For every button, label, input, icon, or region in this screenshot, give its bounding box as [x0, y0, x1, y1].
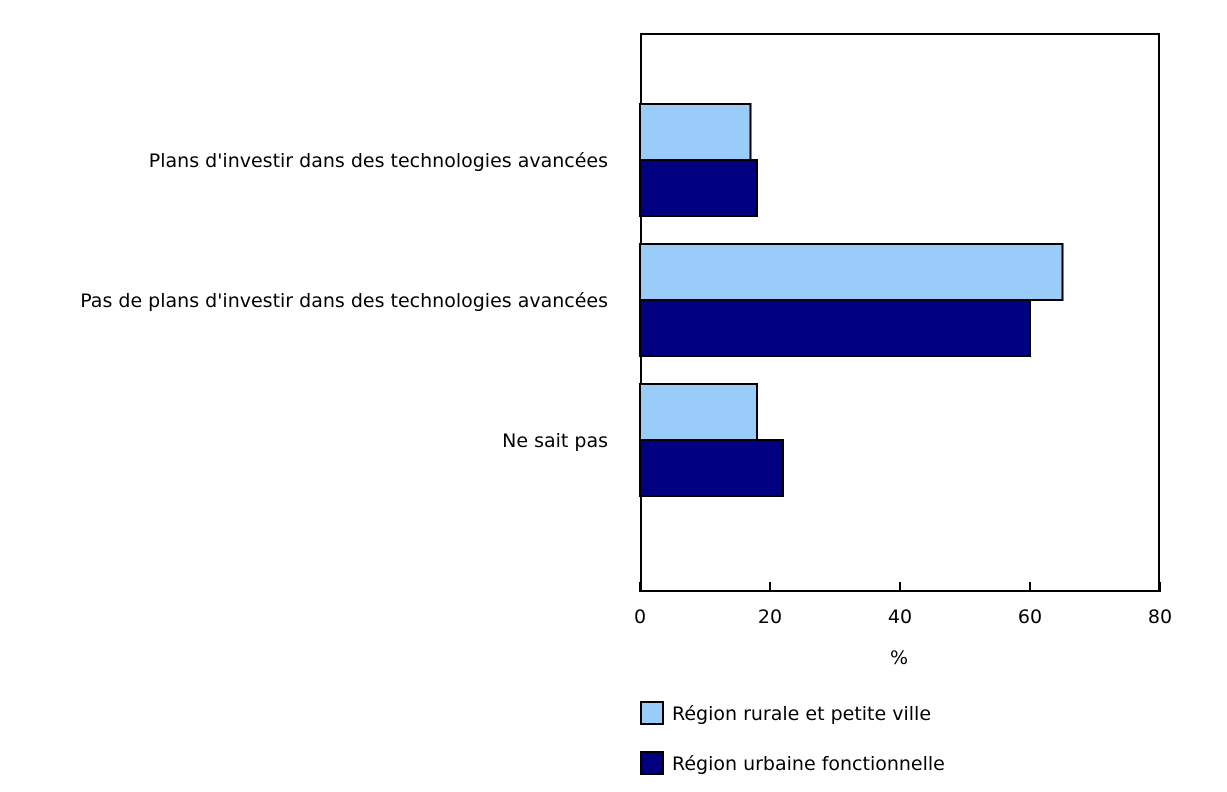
x-axis-tick-label-80: 80 — [1148, 606, 1172, 628]
bar-series2-cat2 — [639, 299, 1031, 357]
x-axis-tick-label-0: 0 — [634, 606, 646, 628]
category-label-3: Ne sait pas — [502, 430, 608, 452]
x-axis: 0 20 40 60 80 — [634, 582, 1172, 628]
legend-swatch-series1 — [640, 701, 664, 725]
plot-area — [639, 33, 1160, 592]
bar-series1-cat3 — [639, 383, 758, 441]
bar-series2-cat1 — [639, 159, 758, 217]
x-axis-tick-label-60: 60 — [1018, 606, 1042, 628]
x-axis-unit-label: % — [890, 647, 908, 669]
category-label-2: Pas de plans d'investir dans des technol… — [80, 290, 608, 312]
bar-series1-cat1 — [639, 103, 752, 161]
category-label-1: Plans d'investir dans des technologies a… — [149, 150, 608, 172]
category-labels: Plans d'investir dans des technologies a… — [80, 150, 608, 452]
bar-series1-cat2 — [639, 243, 1064, 301]
x-axis-tick-label-40: 40 — [888, 606, 912, 628]
bar-series2-cat3 — [639, 439, 784, 497]
legend-label-series2: Région urbaine fonctionnelle — [672, 753, 945, 775]
legend-label-series1: Région rurale et petite ville — [672, 703, 931, 725]
x-axis-tick-label-20: 20 — [758, 606, 782, 628]
legend-swatch-series2 — [640, 751, 664, 775]
legend: Région rurale et petite ville Région urba… — [640, 701, 945, 775]
